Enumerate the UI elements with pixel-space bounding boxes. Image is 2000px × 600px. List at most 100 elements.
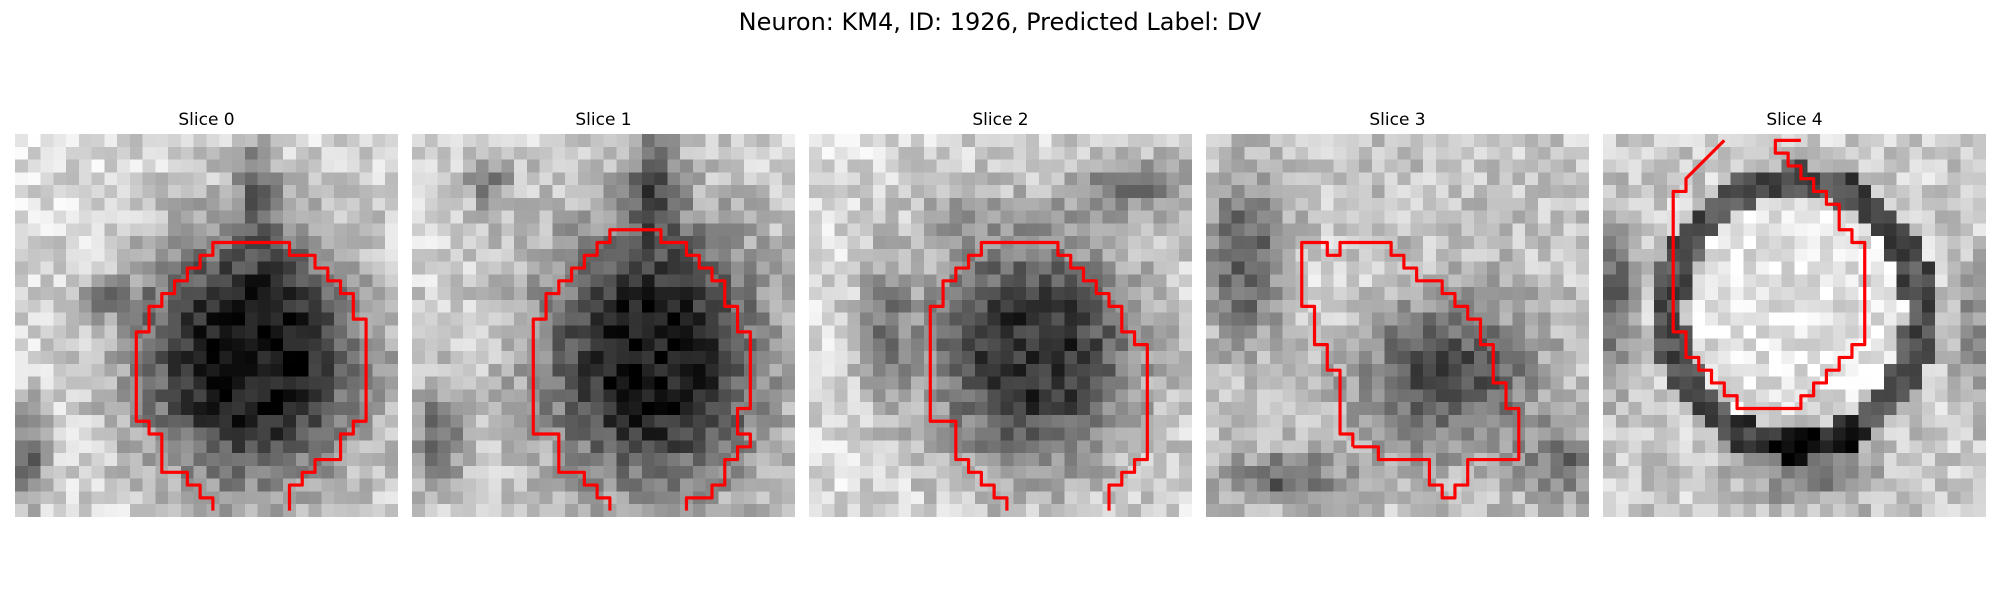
pixel	[295, 453, 309, 467]
pixel	[1346, 210, 1360, 224]
pixel	[1474, 172, 1488, 186]
pixel	[1231, 223, 1245, 237]
pixel	[1525, 248, 1539, 262]
pixel	[232, 363, 246, 377]
pixel	[1359, 338, 1373, 352]
pixel	[1308, 427, 1322, 441]
pixel	[1346, 504, 1360, 517]
pixel	[731, 351, 745, 365]
pixel	[1603, 440, 1617, 454]
pixel	[552, 248, 566, 262]
pixel	[1820, 274, 1834, 288]
pixel	[769, 197, 783, 211]
pixel	[872, 504, 886, 517]
pixel	[539, 338, 553, 352]
pixel	[1550, 325, 1564, 339]
pixel	[1922, 389, 1936, 403]
pixel	[104, 299, 118, 313]
pixel	[514, 210, 528, 224]
pixel	[1756, 236, 1770, 250]
pixel	[1371, 478, 1385, 492]
pixel	[1384, 402, 1398, 416]
pixel	[321, 440, 335, 454]
pixel	[680, 134, 694, 148]
pixel	[1525, 274, 1539, 288]
pixel	[412, 274, 426, 288]
pixel	[911, 427, 925, 441]
pixel	[1563, 478, 1577, 492]
pixel	[1218, 491, 1232, 505]
pixel	[1705, 478, 1719, 492]
pixel	[1576, 248, 1589, 262]
pixel	[1486, 465, 1500, 479]
pixel	[1576, 312, 1589, 326]
pixel	[180, 312, 194, 326]
pixel	[1026, 197, 1040, 211]
pixel	[1525, 414, 1539, 428]
pixel	[1153, 299, 1167, 313]
pixel	[308, 351, 322, 365]
pixel	[117, 389, 131, 403]
pixel	[424, 363, 438, 377]
pixel	[501, 478, 515, 492]
pixel	[1051, 338, 1065, 352]
pixel	[1218, 389, 1232, 403]
pixel	[1883, 248, 1897, 262]
pixel	[667, 185, 681, 199]
pixel	[321, 376, 335, 390]
pixel	[412, 185, 426, 199]
pixel	[1550, 299, 1564, 313]
pixel	[257, 427, 271, 441]
pixel	[1883, 414, 1897, 428]
pixel	[1153, 185, 1167, 199]
pixel	[232, 197, 246, 211]
pixel	[244, 325, 258, 339]
pixel	[1000, 274, 1014, 288]
pixel	[334, 261, 348, 275]
pixel	[104, 261, 118, 275]
pixel	[257, 274, 271, 288]
pixel	[1794, 299, 1808, 313]
pixel	[769, 440, 783, 454]
pixel	[295, 287, 309, 301]
pixel	[1512, 299, 1526, 313]
pixel	[27, 351, 41, 365]
pixel	[385, 299, 398, 313]
pixel	[1525, 376, 1539, 390]
pixel	[66, 248, 80, 262]
pixel	[334, 465, 348, 479]
pixel	[1397, 299, 1411, 313]
pixel	[1013, 414, 1027, 428]
pixel	[1486, 325, 1500, 339]
pixel	[91, 325, 105, 339]
pixel	[756, 312, 770, 326]
pixel	[270, 248, 284, 262]
pixel	[1282, 146, 1296, 160]
pixel	[1140, 236, 1154, 250]
pixel	[1947, 134, 1961, 148]
pixel	[244, 146, 258, 160]
pixel	[15, 363, 29, 377]
pixel	[782, 210, 795, 224]
pixel	[514, 338, 528, 352]
pixel	[911, 146, 925, 160]
pixel	[1666, 440, 1680, 454]
pixel	[923, 210, 937, 224]
pixel	[987, 312, 1001, 326]
pixel	[155, 236, 169, 250]
pixel	[872, 210, 886, 224]
pixel	[1423, 248, 1437, 262]
pixel	[974, 287, 988, 301]
pixel	[654, 491, 668, 505]
pixel	[603, 465, 617, 479]
pixel	[1320, 261, 1334, 275]
pixel	[1218, 287, 1232, 301]
pixel	[283, 363, 297, 377]
pixel	[1206, 159, 1220, 173]
pixel	[731, 478, 745, 492]
pixel	[1089, 261, 1103, 275]
pixel	[809, 338, 823, 352]
pixel	[1654, 159, 1668, 173]
pixel	[1231, 172, 1245, 186]
pixel	[872, 185, 886, 199]
